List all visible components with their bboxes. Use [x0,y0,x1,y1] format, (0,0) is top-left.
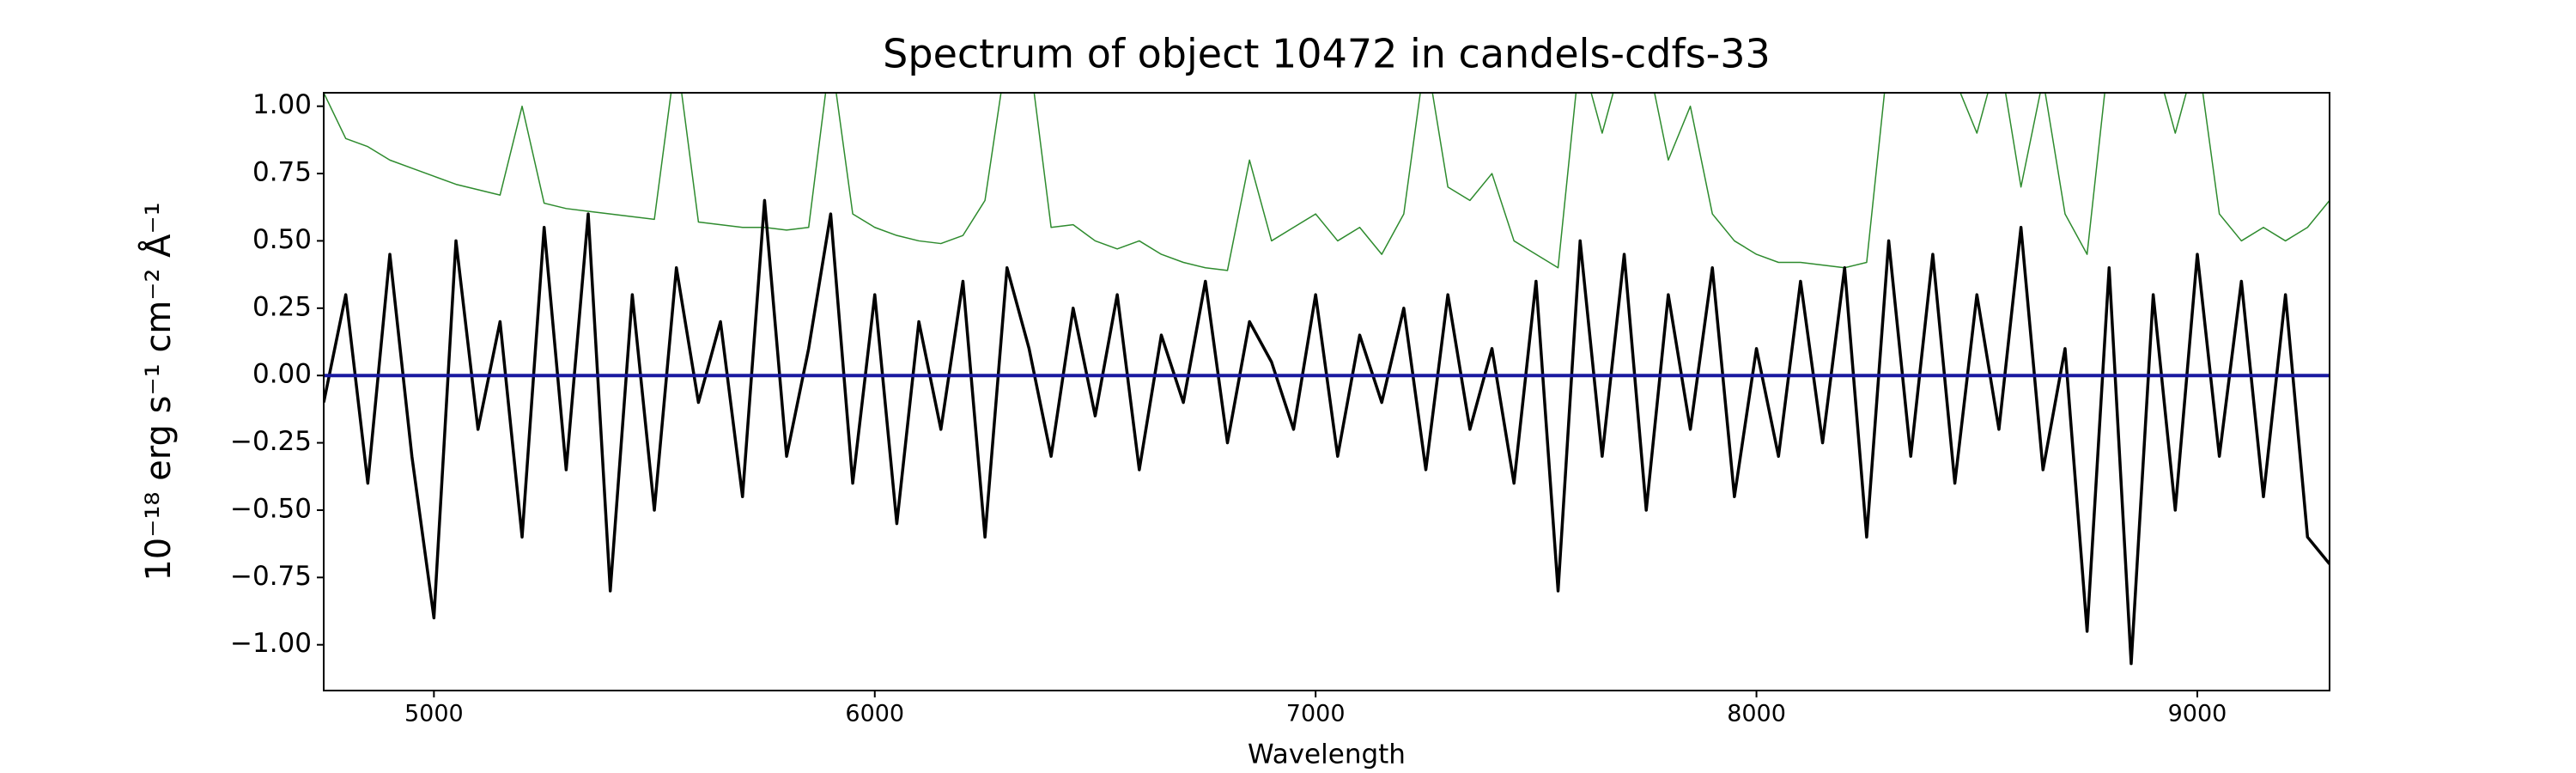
y-tick-label: 0.25 [252,291,312,322]
y-tick-label: −1.00 [230,628,312,659]
x-tick-label: 9000 [2168,701,2227,727]
series-line [324,93,2330,271]
y-tick-label: 0.75 [252,157,312,188]
y-tick-label: −0.75 [230,561,312,592]
y-tick-label: −0.25 [230,426,312,457]
x-tick-label: 6000 [845,701,904,727]
series-line [324,198,2330,666]
x-axis-label: Wavelength [1248,740,1406,770]
x-tick-label: 5000 [404,701,464,727]
y-tick-label: 0.00 [252,359,312,390]
plot-area [324,93,2330,666]
y-tick-label: −0.50 [230,493,312,524]
chart-title: Spectrum of object 10472 in candels-cdfs… [883,31,1771,77]
x-tick-label: 7000 [1286,701,1346,727]
y-tick-label: 1.00 [252,89,312,120]
y-tick-label: 0.50 [252,224,312,255]
x-tick-label: 8000 [1727,701,1786,727]
y-axis-label: 10⁻¹⁸ erg s⁻¹ cm⁻² Å⁻¹ [137,202,179,581]
plot-frame [323,92,2330,691]
